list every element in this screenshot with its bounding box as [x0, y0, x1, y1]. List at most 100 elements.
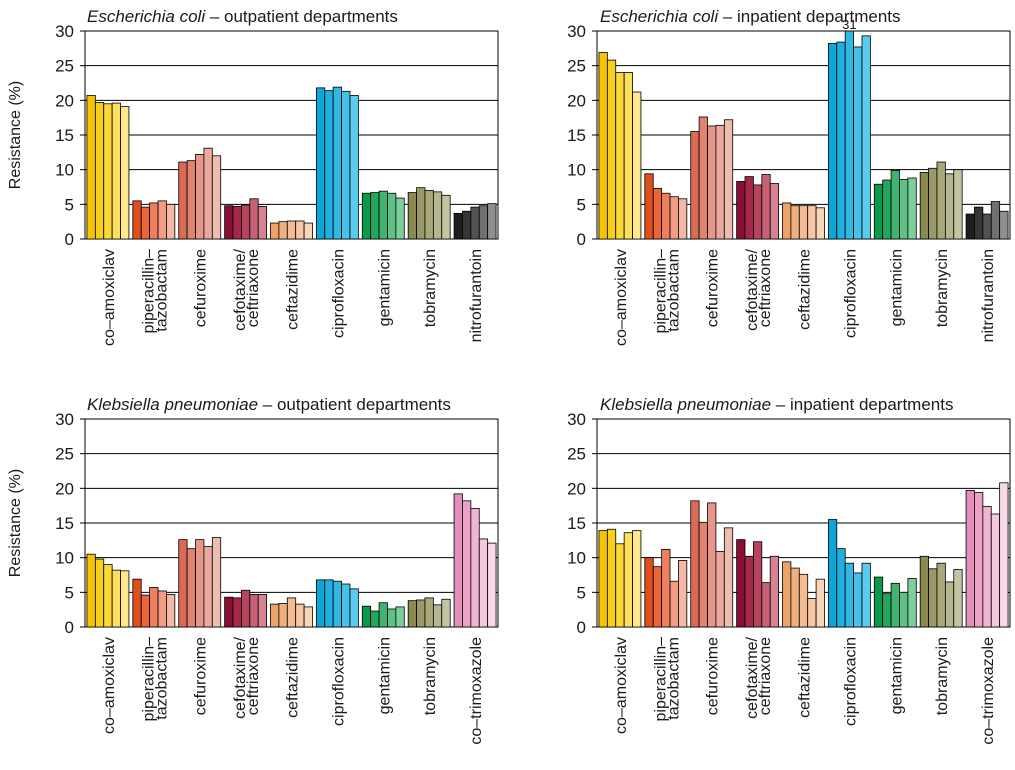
- bar: [990, 201, 1001, 240]
- bar: [815, 207, 825, 240]
- bar: [94, 102, 105, 240]
- chart-panel-2: Escherichia coli – inpatient departments…: [567, 7, 1011, 346]
- bar: [873, 183, 884, 240]
- bar: [861, 35, 871, 240]
- category-label: ciprofloxacin: [842, 249, 859, 338]
- y-tick-label: 20: [567, 479, 586, 498]
- bar: [715, 551, 725, 628]
- bar: [782, 202, 792, 240]
- bar: [928, 568, 938, 628]
- category-label: cefotaxime/: [232, 248, 249, 330]
- bar: [424, 597, 434, 628]
- bar: [140, 206, 151, 240]
- bar: [315, 579, 326, 628]
- category-label: tazobactam: [665, 637, 682, 720]
- y-tick-label: 5: [577, 583, 586, 602]
- bar: [407, 192, 417, 240]
- bar: [224, 205, 234, 240]
- bar: [211, 155, 222, 240]
- y-tick-label: 0: [577, 230, 586, 249]
- bar: [698, 116, 708, 240]
- category-label: tobramycin: [934, 249, 951, 327]
- bar: [178, 539, 188, 628]
- bar: [241, 589, 251, 628]
- bar: [928, 167, 938, 240]
- bar: [303, 606, 313, 628]
- y-tick-label: 15: [567, 126, 586, 145]
- category-label: nitrofurantoin: [980, 249, 997, 342]
- bar: [882, 593, 892, 628]
- bar: [606, 59, 617, 240]
- bar: [203, 147, 213, 240]
- bar: [761, 582, 771, 628]
- chart-panel-3: Klebsiella pneumoniae – outpatient depar…: [7, 395, 499, 745]
- category-label: nitrofurantoin: [468, 249, 485, 342]
- y-tick-label: 25: [55, 57, 74, 76]
- category-label: piperacillin–: [140, 637, 157, 722]
- bar: [907, 177, 917, 240]
- category-label: cefuroxime: [705, 249, 722, 327]
- bar: [407, 600, 417, 628]
- category-label: gentamicin: [376, 637, 393, 714]
- y-tick-label: 20: [567, 91, 586, 110]
- bar: [166, 203, 176, 240]
- bar: [341, 583, 351, 628]
- category-label: ceftriaxone: [245, 637, 262, 715]
- bar: [249, 198, 259, 240]
- bar: [652, 566, 663, 628]
- bar: [478, 538, 489, 628]
- bar: [224, 596, 234, 628]
- bar: [944, 173, 955, 240]
- bar: [707, 502, 717, 628]
- category-label: ceftriaxone: [245, 249, 262, 327]
- bar: [953, 169, 963, 240]
- category-label: gentamicin: [376, 249, 393, 326]
- category-label: co–amoxiclav: [613, 637, 630, 734]
- bar: [974, 492, 984, 628]
- category-label: ceftriaxone: [757, 249, 774, 327]
- bar: [707, 125, 717, 240]
- category-label: ceftazidime: [797, 637, 814, 718]
- y-tick-label: 15: [55, 126, 74, 145]
- bar: [303, 222, 313, 240]
- bar: [907, 578, 917, 628]
- chart-title: Klebsiella pneumoniae – outpatient depar…: [87, 395, 451, 414]
- bar: [974, 206, 984, 240]
- bar: [86, 553, 96, 628]
- bar: [416, 599, 426, 628]
- y-tick-label: 20: [55, 91, 74, 110]
- bar: [395, 197, 405, 240]
- bar: [936, 562, 946, 628]
- bar: [744, 176, 754, 240]
- bar: [844, 30, 854, 240]
- chart-title-organism: Klebsiella pneumoniae: [87, 395, 258, 414]
- category-label: cefotaxime/: [232, 636, 249, 718]
- bar: [86, 95, 96, 240]
- bar: [432, 604, 443, 628]
- bar: [178, 161, 188, 240]
- bar: [249, 594, 259, 628]
- bar: [744, 555, 754, 628]
- bar: [132, 200, 142, 240]
- category-label: co–trimoxazole: [468, 637, 485, 745]
- bar: [111, 102, 121, 240]
- bar: [487, 203, 497, 240]
- bar: [470, 508, 480, 628]
- bar: [120, 570, 130, 628]
- y-tick-label: 0: [65, 230, 74, 249]
- category-label: co–amoxiclav: [101, 637, 118, 734]
- bar: [286, 597, 297, 628]
- chart-title: Klebsiella pneumoniae – inpatient depart…: [600, 395, 953, 414]
- category-label: gentamicin: [888, 637, 905, 714]
- bar: [111, 569, 121, 628]
- bar: [370, 192, 380, 240]
- bar: [424, 190, 434, 240]
- y-tick-label: 25: [55, 445, 74, 464]
- bar: [257, 594, 268, 628]
- bar: [195, 154, 205, 240]
- bar: [807, 205, 817, 240]
- bar: [899, 591, 909, 628]
- bar: [462, 210, 472, 240]
- bar: [149, 587, 159, 628]
- bar: [462, 500, 472, 628]
